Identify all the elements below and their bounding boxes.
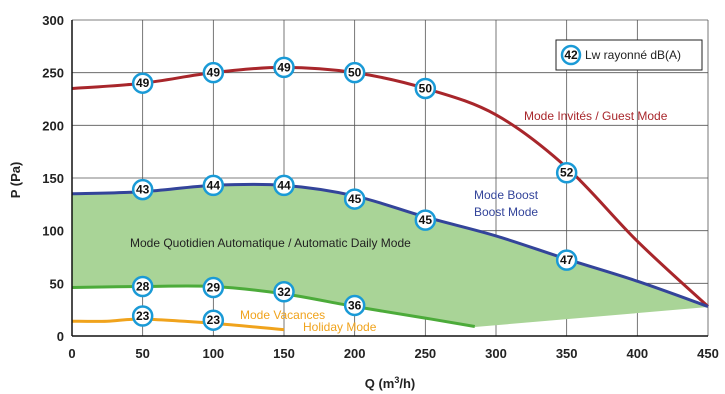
marker-value: 50 <box>419 81 433 95</box>
x-tick-label: 150 <box>273 346 295 361</box>
guest-mode-label: Mode Invités / Guest Mode <box>524 109 668 123</box>
marker-circle <box>414 209 437 231</box>
marker-circle <box>343 61 366 84</box>
marker-value: 45 <box>348 192 362 206</box>
marker-value: 43 <box>136 183 150 197</box>
daily-mode-area <box>72 184 709 328</box>
marker-value: 45 <box>419 213 433 227</box>
marker-value: 29 <box>207 281 221 295</box>
x-tick-label: 450 <box>697 346 719 361</box>
marker-value: 44 <box>277 178 291 192</box>
boost-mode-line <box>71 182 709 308</box>
x-tick-label: 250 <box>414 346 436 361</box>
y-tick-label: 0 <box>57 329 64 344</box>
y-tick-label: 300 <box>42 13 64 28</box>
marker-value: 49 <box>277 60 291 74</box>
x-tick-label: 0 <box>68 346 75 361</box>
x-tick-label: 100 <box>202 346 224 361</box>
daily-mode-label: Mode Quotidien Automatique / Automatic D… <box>130 236 411 250</box>
sound-level-marker: 45 <box>343 188 366 210</box>
marker-value: 49 <box>207 66 221 80</box>
sound-level-marker: 45 <box>414 209 437 231</box>
marker-circle <box>131 275 154 298</box>
legend: 42 Lw rayonné dB(A) <box>555 39 703 71</box>
marker-value: 47 <box>560 253 574 267</box>
legend-marker-circle <box>560 44 582 66</box>
sound-level-marker: 44 <box>273 174 295 197</box>
marker-circle <box>273 174 295 197</box>
marker-circle <box>555 161 578 184</box>
axes <box>71 20 708 337</box>
marker-circle <box>202 309 225 331</box>
annotations: Mode Invités / Guest Mode Mode Boost Boost… <box>130 109 668 334</box>
sound-level-marker: 49 <box>202 61 225 84</box>
x-axis-label-tail: /h) <box>399 376 415 391</box>
holiday-mode-label-2: Holiday Mode <box>303 320 377 334</box>
y-axis-label: P (Pa) <box>8 162 23 199</box>
marker-circle <box>555 249 578 271</box>
legend-marker-value: 42 <box>564 48 578 62</box>
x-axis-label-main: Q (m <box>365 376 395 391</box>
marker-value: 52 <box>560 166 574 180</box>
marker-value: 44 <box>207 178 221 192</box>
marker-circle <box>343 294 366 317</box>
boost-mode-label-1: Mode Boost <box>474 188 539 202</box>
sound-level-marker: 43 <box>131 178 154 201</box>
sound-level-marker: 47 <box>555 249 578 271</box>
sound-level-marker: 44 <box>202 174 225 197</box>
daily-mode-area-fill <box>72 184 708 327</box>
marker-circle <box>131 72 154 94</box>
marker-value: 28 <box>136 279 150 293</box>
marker-circle <box>202 61 225 84</box>
sound-level-marker: 49 <box>131 72 154 94</box>
x-tick-label: 200 <box>344 346 366 361</box>
marker-circle <box>131 178 154 201</box>
marker-circle <box>131 305 154 327</box>
marker-circle <box>414 77 437 100</box>
marker-value: 49 <box>136 76 150 90</box>
marker-circle <box>202 174 225 197</box>
marker-circle <box>273 56 295 79</box>
marker-value: 32 <box>277 285 291 299</box>
sound-level-marker: 50 <box>414 77 437 100</box>
sound-level-marker: 28 <box>131 275 154 298</box>
boost-mode-label-2: Boost Mode <box>474 205 538 219</box>
x-tick-label: 50 <box>135 346 149 361</box>
sound-level-marker: 23 <box>131 305 154 327</box>
holiday-mode-label-1: Mode Vacances <box>240 308 325 322</box>
y-tick-label: 200 <box>42 118 64 133</box>
marker-value: 50 <box>348 66 362 80</box>
x-axis-label: Q (m3/h) <box>365 375 416 391</box>
x-tick-label: 400 <box>626 346 648 361</box>
legend-label: Lw rayonné dB(A) <box>585 48 681 62</box>
daily-area-closing-edge <box>474 306 709 328</box>
sound-level-marker: 50 <box>343 61 366 84</box>
y-tick-label: 50 <box>50 276 64 291</box>
x-tick-label: 350 <box>556 346 578 361</box>
sound-level-marker: 23 <box>202 309 225 331</box>
marker-circle <box>202 276 225 299</box>
marker-value: 23 <box>207 313 221 327</box>
marker-value: 23 <box>136 309 150 323</box>
sound-markers: 49 49 49 50 50 52 43 44 44 45 45 47 28 29 32 36 23 23 <box>131 56 578 331</box>
x-tick-label: 300 <box>485 346 507 361</box>
sound-level-marker: 29 <box>202 276 225 299</box>
y-tick-label: 100 <box>42 224 64 239</box>
guest-mode-line <box>71 65 710 308</box>
y-tick-label: 250 <box>42 66 64 81</box>
tick-labels: 0 50 100 150 200 250 300 350 400 450 0 50 100 150 200 2… <box>42 13 719 361</box>
sound-level-marker: 32 <box>273 281 295 303</box>
marker-circle <box>273 281 295 303</box>
x-axis-label-superscript: 3 <box>394 375 399 385</box>
sound-level-marker: 52 <box>555 161 578 184</box>
sound-level-marker: 36 <box>343 294 366 317</box>
marker-value: 36 <box>348 298 362 312</box>
sound-level-marker: 49 <box>273 56 295 79</box>
marker-circle <box>343 188 366 210</box>
y-tick-label: 150 <box>42 171 64 186</box>
